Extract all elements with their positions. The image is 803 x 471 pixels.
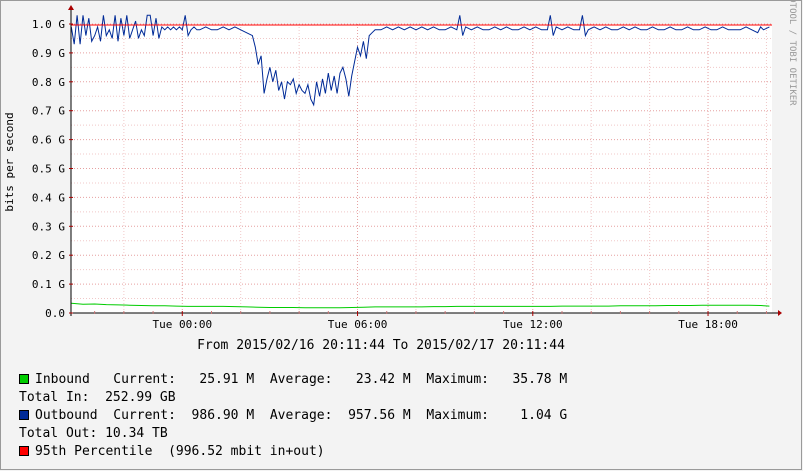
legend-outbound-swatch	[19, 410, 29, 420]
y-tick-label: 0.2 G	[32, 249, 65, 262]
axes: Tue 00:00 Tue 06:00 Tue 12:00 Tue 18:00 0.0 0…	[32, 5, 782, 331]
legend-inbound-current: Current: 25.91 M	[113, 372, 255, 387]
legend-outbound-current: Current: 986.90 M	[113, 408, 255, 423]
legend-inbound-swatch	[19, 374, 29, 384]
y-tick-label: 0.9 G	[32, 47, 65, 60]
legend-percentile: 95th Percentile (996.52 mbit in+out)	[19, 444, 325, 460]
chart-subtitle: From 2015/02/16 20:11:44 To 2015/02/17 2…	[197, 338, 565, 353]
legend-percentile-name: 95th Percentile	[35, 444, 153, 459]
y-axis-title: bits per second	[3, 112, 16, 211]
y-tick-label: 0.8 G	[32, 76, 65, 89]
series-layer	[70, 14, 772, 309]
y-tick-label: 1.0 G	[32, 18, 65, 31]
y-tick-label: 0.7 G	[32, 105, 65, 118]
y-tick-label: 0.0	[45, 307, 65, 320]
plot-area	[71, 24, 772, 313]
y-tick-label: 0.1 G	[32, 278, 65, 291]
y-tick-label: 0.3 G	[32, 220, 65, 233]
x-tick-label: Tue 18:00	[678, 318, 738, 331]
legend-outbound-average: Average: 957.56 M	[269, 408, 411, 423]
y-axis-arrow	[68, 5, 74, 10]
legend-outbound-total: Total Out: 10.34 TB	[19, 426, 168, 441]
x-axis-arrow	[778, 310, 782, 316]
legend-inbound-total: Total In: 252.99 GB	[19, 390, 176, 405]
x-tick-label: Tue 12:00	[503, 318, 563, 331]
y-tick-label: 0.6 G	[32, 134, 65, 147]
legend-inbound-name: Inbound	[35, 372, 90, 387]
legend-percentile-detail: (996.52 mbit in+out)	[168, 444, 325, 459]
x-tick-label: Tue 06:00	[328, 318, 388, 331]
legend-inbound-average: Average: 23.42 M	[269, 372, 411, 387]
legend-outbound-name: Outbound	[35, 408, 98, 423]
legend-outbound: Outbound Current: 986.90 M Average: 957.…	[19, 408, 567, 424]
legend-outbound-maximum: Maximum: 1.04 G	[426, 408, 568, 423]
series-line-inbound	[71, 302, 770, 309]
legend-inbound-maximum: Maximum: 35.78 M	[426, 372, 568, 387]
legend-percentile-swatch	[19, 446, 29, 456]
y-tick-label: 0.5 G	[32, 163, 65, 176]
watermark-text: RRDTOOL / TOBI OETIKER	[787, 0, 797, 106]
x-tick-label: Tue 00:00	[152, 318, 212, 331]
legend-inbound: Inbound Current: 25.91 M Average: 23.42 …	[19, 372, 567, 388]
grid	[71, 23, 772, 313]
series-line-outbound	[70, 14, 770, 107]
y-tick-label: 0.4 G	[32, 191, 65, 204]
